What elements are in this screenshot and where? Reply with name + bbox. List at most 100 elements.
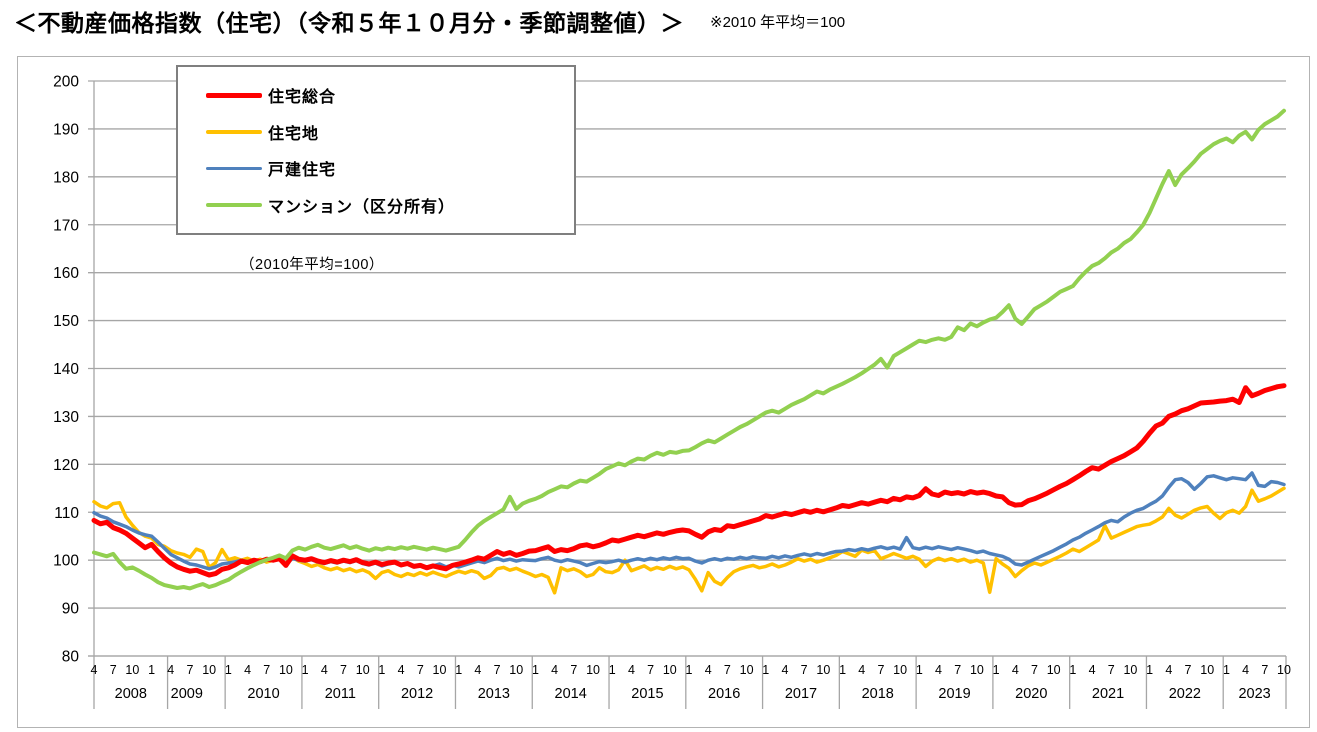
month-tick-label: 1: [686, 663, 693, 677]
legend-label: 戸建住宅: [268, 162, 337, 180]
month-tick-label: 1: [455, 663, 462, 677]
month-tick-label: 7: [186, 663, 193, 677]
year-label: 2008: [115, 686, 147, 702]
month-tick-label: 10: [663, 663, 677, 677]
y-tick-label: 80: [62, 649, 80, 666]
month-tick-label: 10: [202, 663, 216, 677]
month-tick-label: 7: [570, 663, 577, 677]
year-label: 2020: [1015, 686, 1047, 702]
month-tick-label: 4: [244, 663, 251, 677]
year-label: 2019: [938, 686, 970, 702]
legend-item: 住宅総合: [206, 83, 564, 107]
month-tick-label: 7: [954, 663, 961, 677]
month-tick-label: 7: [494, 663, 501, 677]
month-tick-label: 4: [1242, 663, 1249, 677]
month-tick-label: 7: [801, 663, 808, 677]
month-tick-label: 4: [705, 663, 712, 677]
y-tick-label: 110: [54, 505, 79, 522]
y-tick-label: 140: [53, 361, 79, 378]
month-tick-label: 1: [762, 663, 769, 677]
series-line-condominium: [92, 108, 1286, 591]
legend-label: 住宅地: [268, 125, 320, 143]
month-tick-label: 10: [279, 663, 293, 677]
legend-label: 住宅総合: [268, 89, 337, 107]
month-tick-label: 1: [148, 663, 155, 677]
year-label: 2011: [325, 686, 356, 702]
month-tick-label: 4: [91, 663, 98, 677]
month-tick-label: 1: [532, 663, 539, 677]
month-tick-label: 10: [125, 663, 139, 677]
month-tick-label: 10: [356, 663, 370, 677]
y-tick-label: 200: [53, 74, 79, 91]
month-tick-label: 4: [1165, 663, 1172, 677]
chart-legend: 住宅総合 住宅地 戸建住宅 マンション（区分所有）: [176, 65, 576, 235]
series-line-residential-land: [92, 486, 1286, 595]
month-tick-label: 1: [1223, 663, 1230, 677]
month-tick-label: 4: [398, 663, 405, 677]
month-tick-label: 4: [628, 663, 635, 677]
month-tick-label: 1: [1069, 663, 1076, 677]
legend-item: マンション（区分所有）: [206, 193, 564, 217]
month-tick-label: 10: [433, 663, 447, 677]
month-tick-label: 10: [1123, 663, 1137, 677]
month-tick-label: 1: [1146, 663, 1153, 677]
legend-line-swatch: [206, 130, 262, 134]
month-tick-label: 4: [167, 663, 174, 677]
year-label: 2016: [708, 686, 740, 702]
title-baseline-note: ※2010 年平均＝100: [710, 14, 846, 31]
year-label: 2012: [401, 686, 433, 702]
month-tick-label: 10: [1200, 663, 1214, 677]
y-tick-label: 180: [53, 169, 79, 186]
month-tick-label: 4: [935, 663, 942, 677]
year-label: 2014: [555, 686, 587, 702]
month-tick-label: 1: [378, 663, 385, 677]
legend-label: マンション（区分所有）: [268, 198, 456, 216]
month-tick-label: 7: [417, 663, 424, 677]
baseline-note: （2010年平均=100）: [240, 257, 384, 273]
series-line-detached-house: [92, 471, 1286, 571]
month-tick-label: 7: [647, 663, 654, 677]
month-tick-label: 10: [970, 663, 984, 677]
month-tick-label: 4: [474, 663, 481, 677]
month-tick-label: 7: [724, 663, 731, 677]
month-tick-label: 1: [839, 663, 846, 677]
month-tick-label: 4: [321, 663, 328, 677]
month-tick-label: 4: [781, 663, 788, 677]
month-tick-label: 1: [993, 663, 1000, 677]
y-tick-label: 90: [62, 601, 80, 618]
year-label: 2013: [478, 686, 510, 702]
chart-frame: 200 190 180 170 160 150 140 130 120 110 100 90 80 4 7 1…: [17, 56, 1310, 728]
month-tick-label: 7: [263, 663, 270, 677]
year-label: 2023: [1238, 686, 1270, 702]
month-tick-label: 10: [1277, 663, 1291, 677]
legend-item: 戸建住宅: [206, 156, 564, 180]
y-tick-label: 190: [53, 121, 79, 138]
month-tick-label: 7: [1185, 663, 1192, 677]
month-tick-label: 10: [740, 663, 754, 677]
month-tick-label: 10: [816, 663, 830, 677]
month-tick-label: 7: [110, 663, 117, 677]
year-label: 2010: [247, 686, 279, 702]
year-label: 2018: [862, 686, 894, 702]
month-tick-label: 1: [916, 663, 923, 677]
year-label: 2015: [631, 686, 663, 702]
y-tick-label: 150: [53, 313, 79, 330]
month-tick-label: 7: [340, 663, 347, 677]
month-tick-label: 1: [609, 663, 616, 677]
month-tick-label: 7: [1261, 663, 1268, 677]
legend-item: 住宅地: [206, 120, 564, 144]
year-label: 2009: [171, 686, 203, 702]
year-label: 2022: [1169, 686, 1201, 702]
month-tick-label: 10: [509, 663, 523, 677]
year-label: 2017: [785, 686, 817, 702]
month-tick-label: 4: [1012, 663, 1019, 677]
month-tick-label: 7: [877, 663, 884, 677]
y-tick-label: 120: [53, 457, 79, 474]
series-line-residential-overall: [91, 383, 1287, 578]
month-tick-label: 10: [586, 663, 600, 677]
y-tick-label: 130: [53, 409, 79, 426]
month-tick-label: 4: [858, 663, 865, 677]
year-label: 2021: [1092, 686, 1124, 702]
month-tick-label: 10: [1047, 663, 1061, 677]
